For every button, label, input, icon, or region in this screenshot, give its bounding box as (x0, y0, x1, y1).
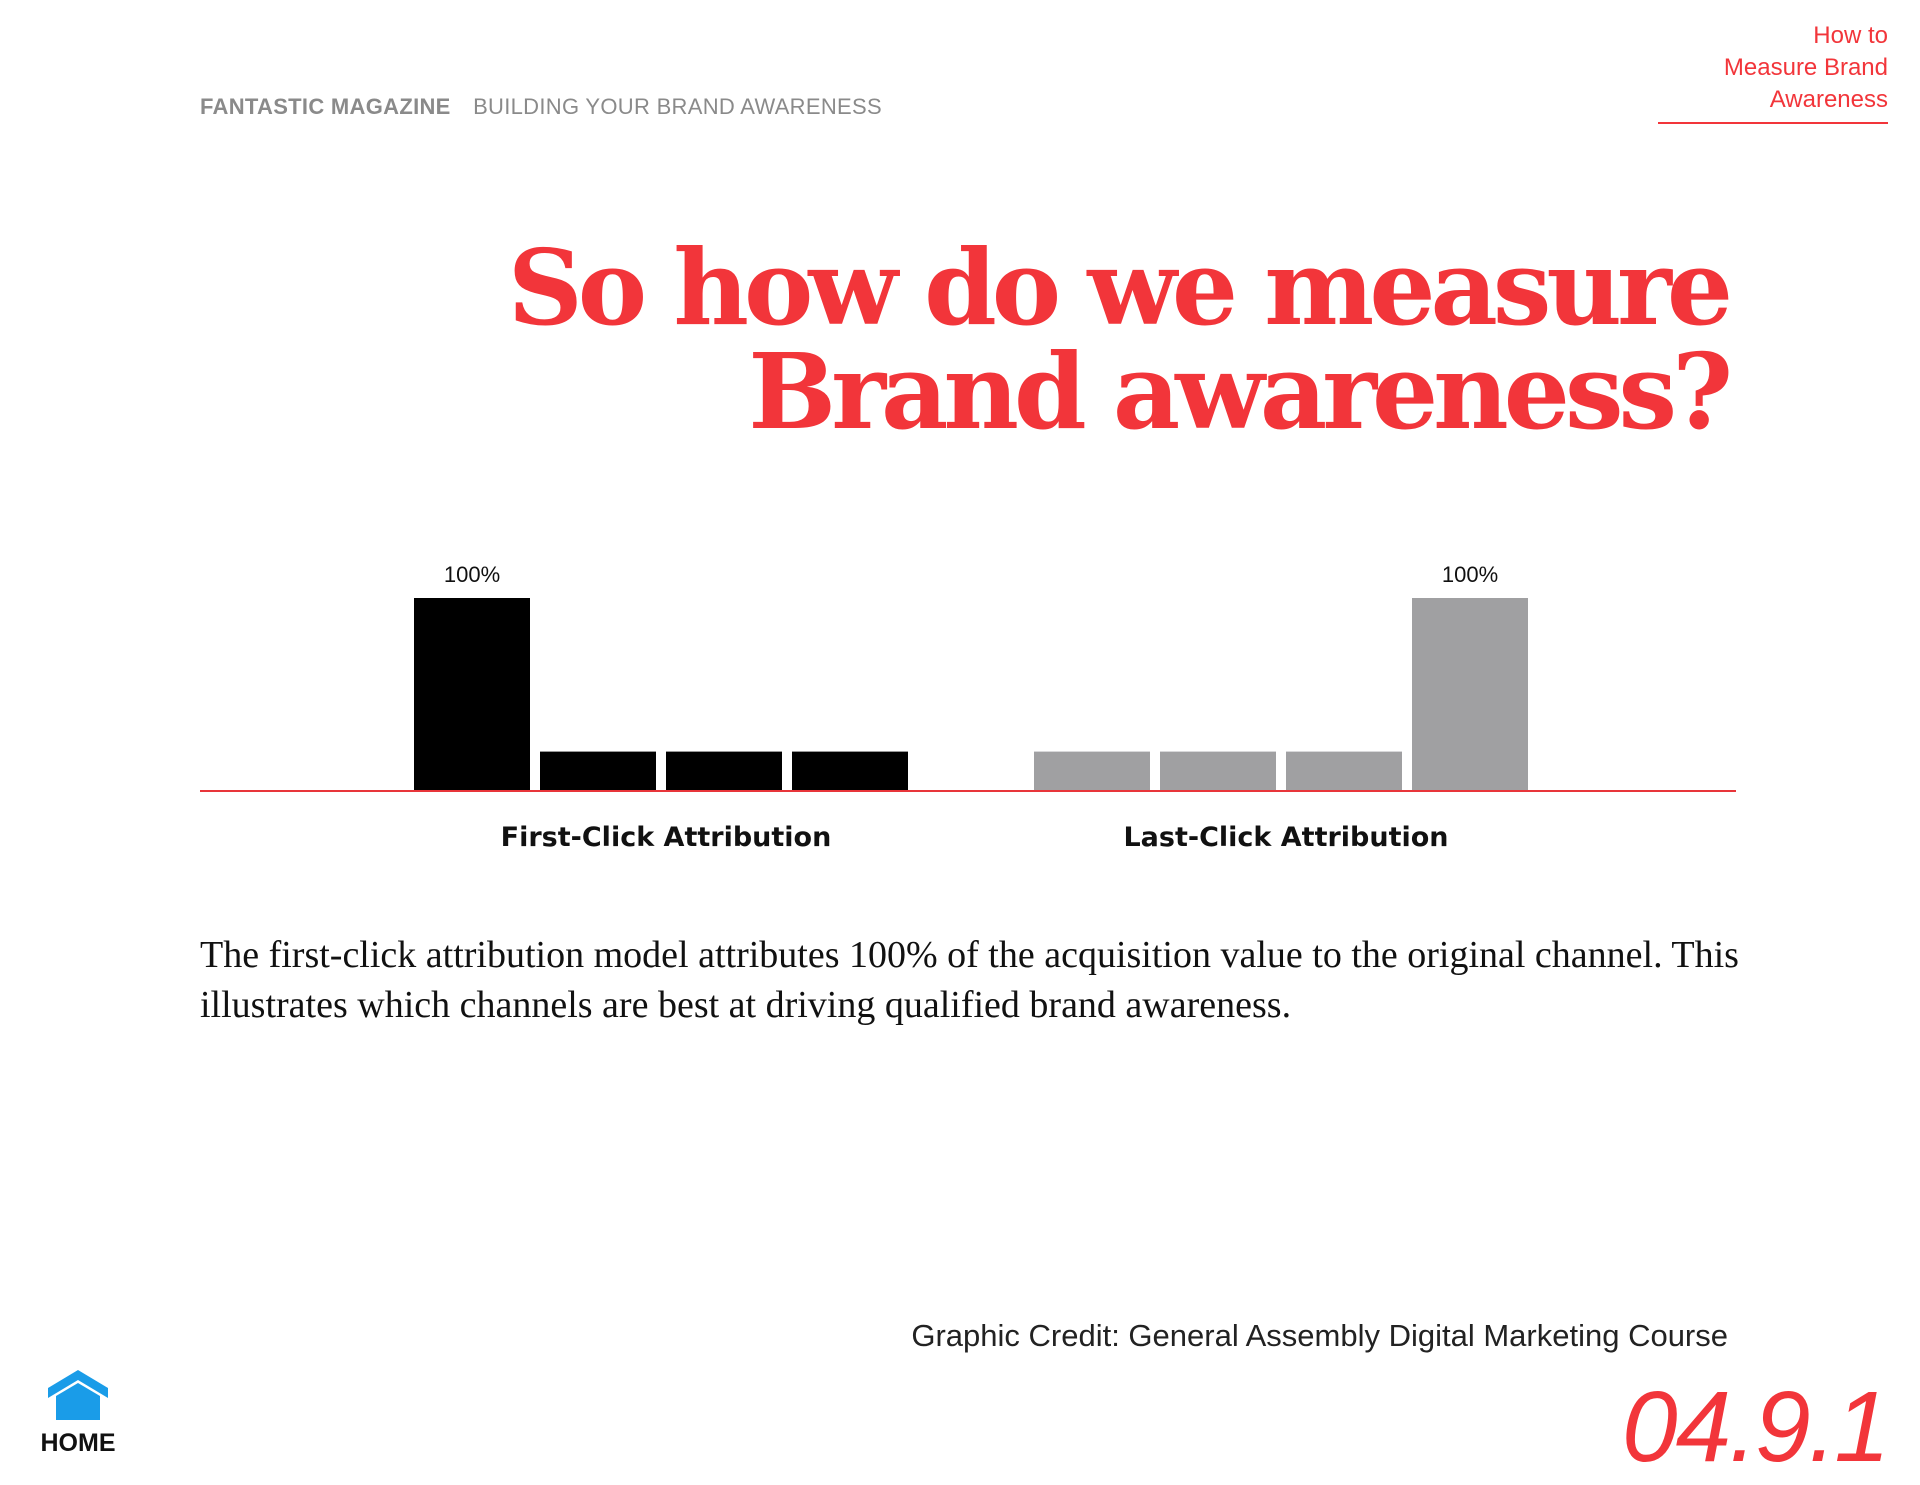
page-title-line: Brand awareness? (748, 330, 1733, 453)
body-paragraph: The first-click attribution model attrib… (200, 934, 1739, 1026)
bar-last-click-2 (1160, 751, 1276, 790)
home-button[interactable]: HOME (38, 1368, 118, 1458)
bar-first-click-4 (792, 751, 908, 790)
chart-caption-last-click: Last-Click Attribution (1123, 822, 1449, 853)
chapter-link-line: How to (1813, 22, 1888, 49)
attribution-chart: 100% 100% (200, 562, 1736, 792)
section-name: BUILDING YOUR BRAND AWARENESS (473, 94, 882, 119)
running-header: FANTASTIC MAGAZINE BUILDING YOUR BRAND A… (200, 94, 882, 120)
home-label: HOME (40, 1429, 116, 1457)
chapter-link[interactable]: How to Measure Brand Awareness (1658, 20, 1888, 124)
bar-value-label: 100% (444, 562, 500, 587)
chapter-link-line: Awareness (1769, 86, 1888, 113)
bar-last-click-3 (1286, 751, 1402, 790)
page-number: 04.9.1 (1621, 1371, 1890, 1483)
bar-last-click-1 (1034, 751, 1150, 790)
graphic-credit: Graphic Credit: General Assembly Digital… (911, 1318, 1728, 1353)
page-title: So how do we measure Brand awareness? (507, 226, 1733, 453)
bar-value-label: 100% (1442, 562, 1498, 587)
chart-caption-first-click: First-Click Attribution (500, 822, 832, 853)
home-icon (48, 1370, 108, 1420)
bar-first-click-1 (414, 598, 530, 790)
magazine-name: FANTASTIC MAGAZINE (200, 94, 451, 119)
page-title-line: So how do we measure (507, 226, 1733, 349)
bar-last-click-4 (1412, 598, 1528, 790)
bar-first-click-2 (540, 751, 656, 790)
chapter-link-line: Measure Brand (1723, 54, 1888, 81)
bar-first-click-3 (666, 751, 782, 790)
